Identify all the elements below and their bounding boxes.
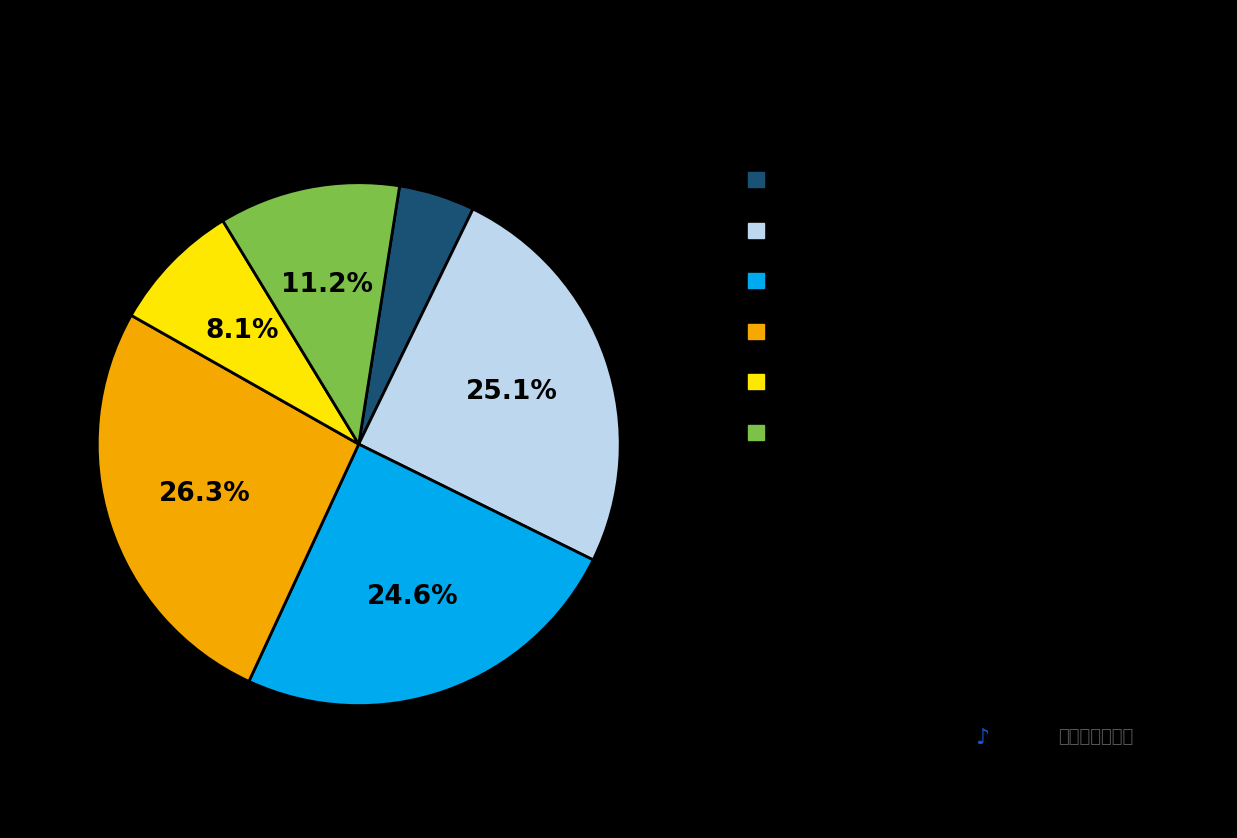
Wedge shape	[359, 209, 620, 560]
Legend: , , , , , : , , , , ,	[738, 163, 788, 452]
Text: 26.3%: 26.3%	[158, 481, 250, 507]
Text: ジョブドラフト: ジョブドラフト	[1059, 728, 1133, 747]
Text: 24.6%: 24.6%	[367, 584, 459, 610]
Text: ♪: ♪	[975, 727, 990, 747]
Wedge shape	[98, 315, 359, 681]
Wedge shape	[131, 220, 359, 444]
Wedge shape	[223, 183, 400, 444]
Text: 25.1%: 25.1%	[466, 379, 558, 405]
Wedge shape	[359, 186, 473, 444]
Text: 11.2%: 11.2%	[281, 272, 374, 298]
Wedge shape	[249, 444, 594, 706]
Text: 8.1%: 8.1%	[205, 318, 280, 344]
